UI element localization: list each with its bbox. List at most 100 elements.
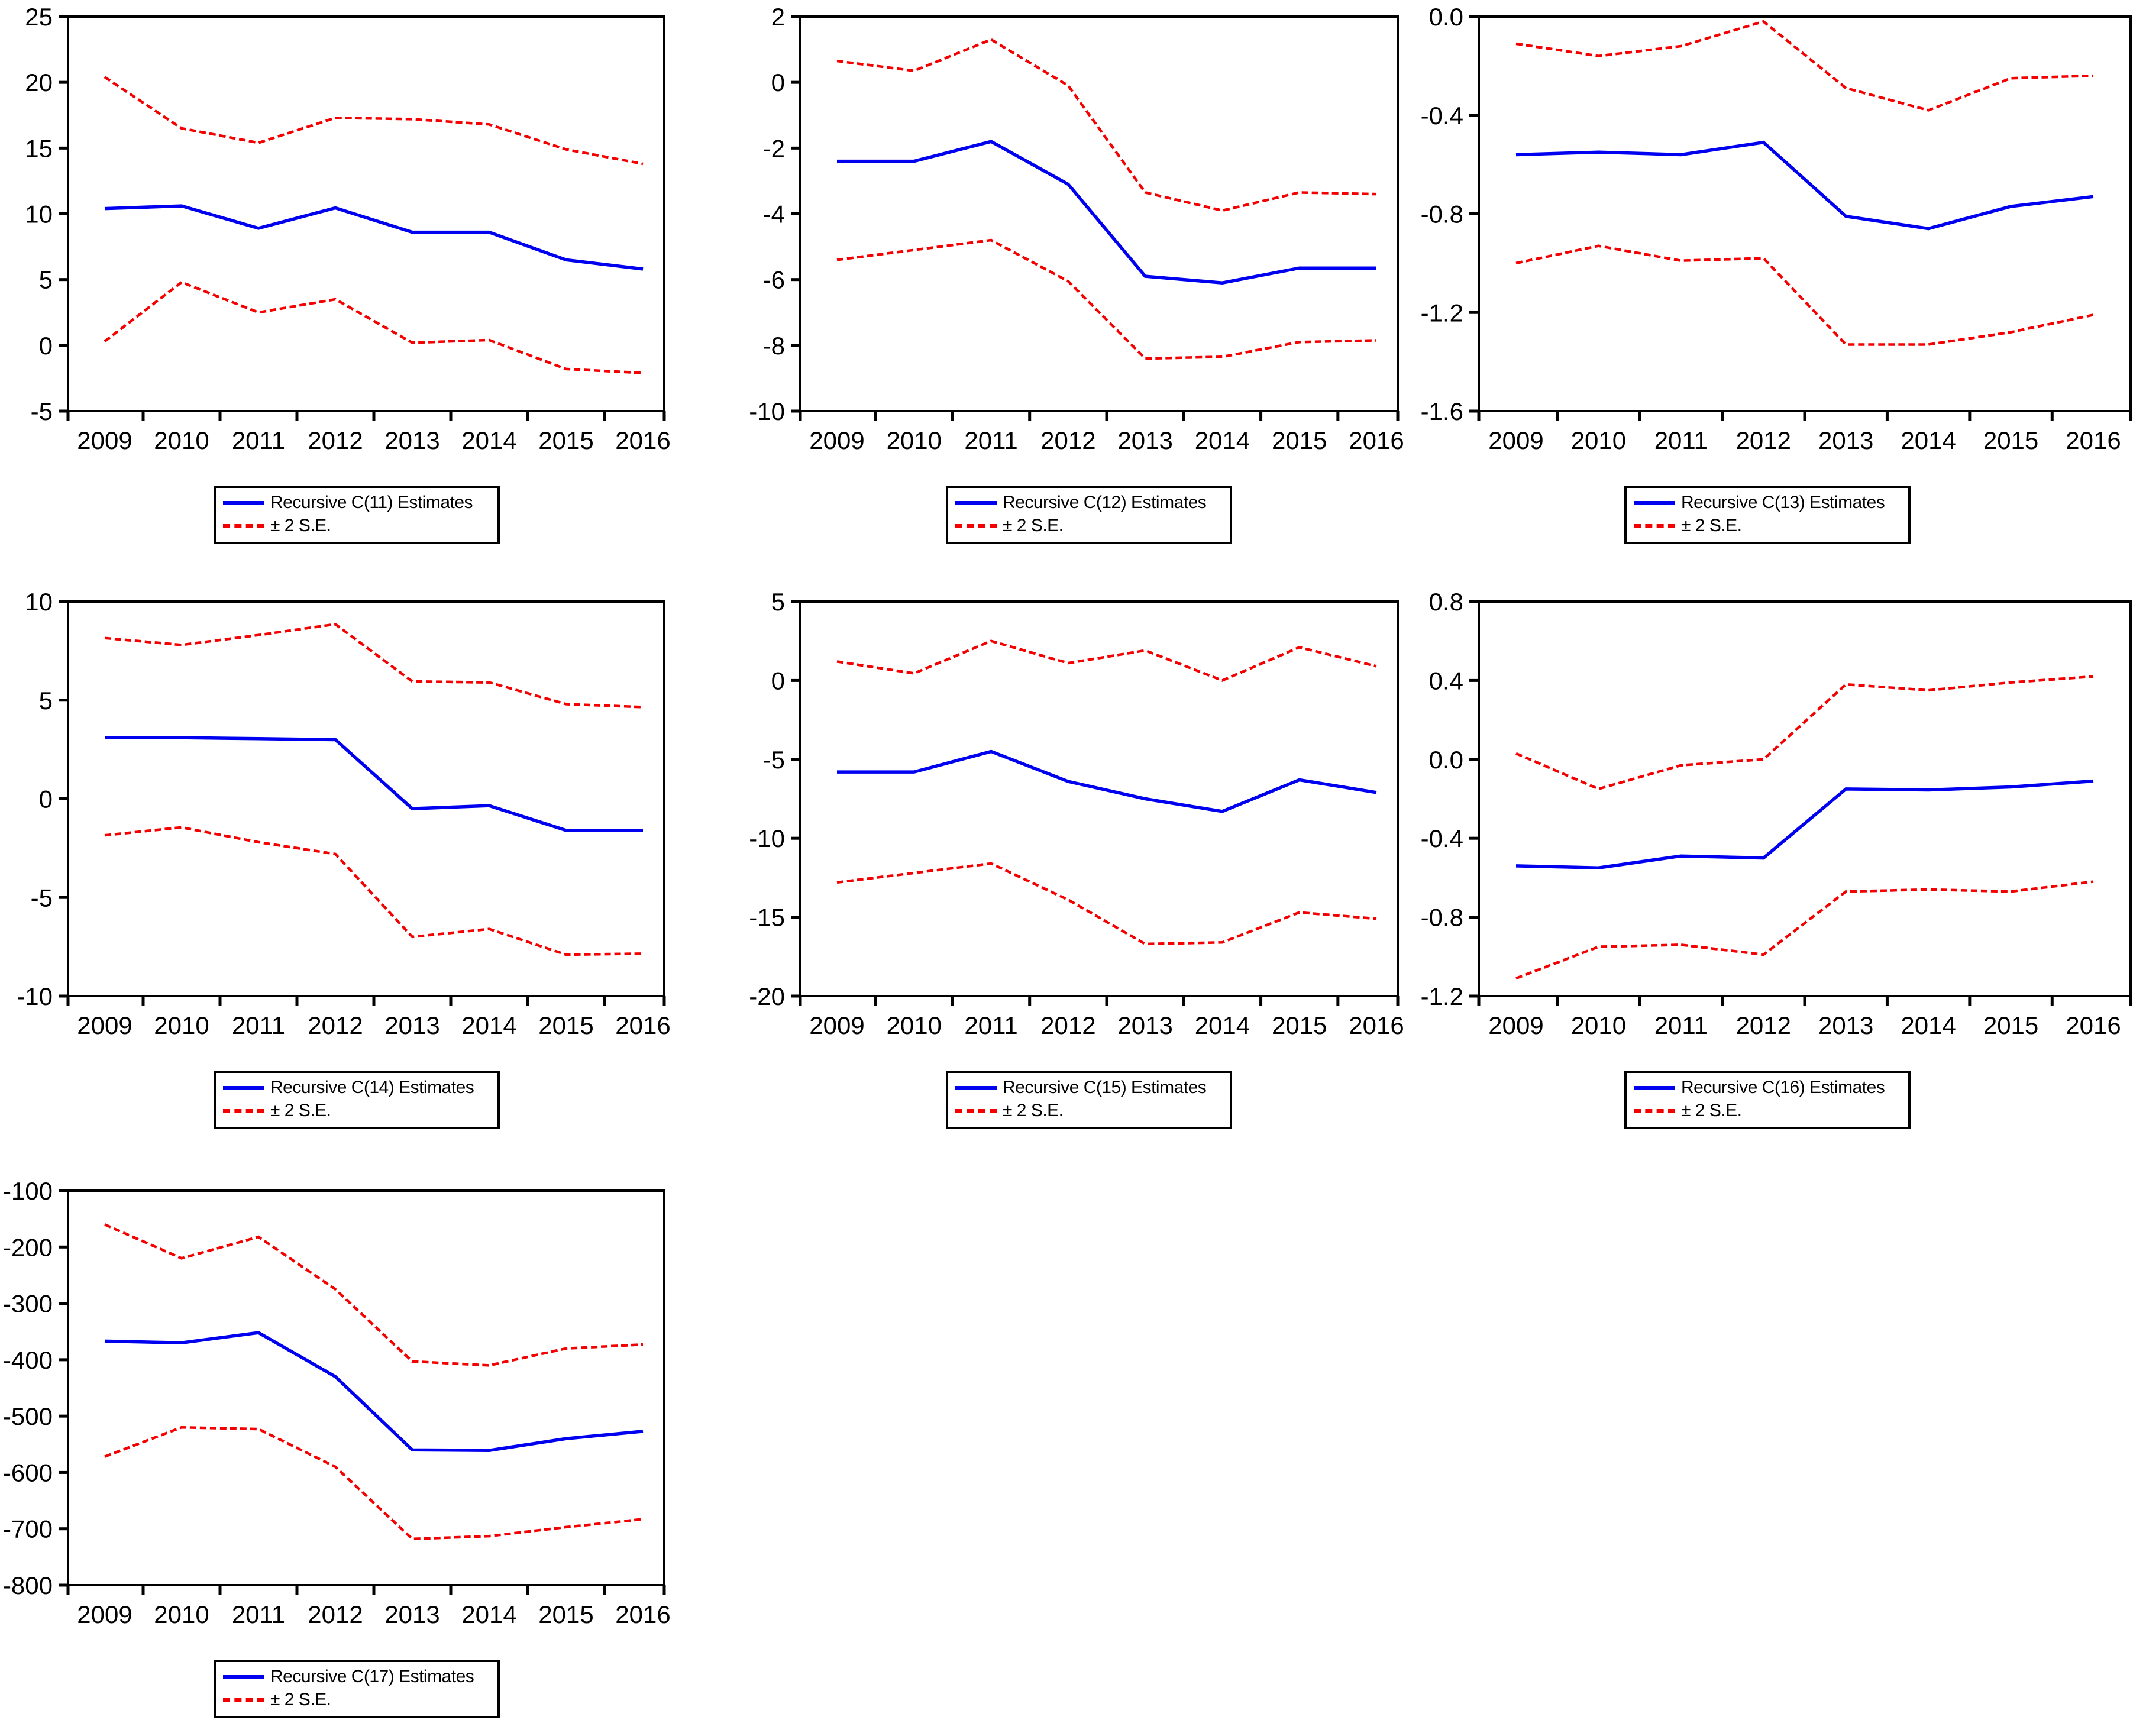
c16-x-tick-label: 2016	[2066, 1011, 2121, 1039]
c12-y-tick-label: 2	[771, 3, 785, 31]
c17-y-tick-label: -600	[3, 1459, 53, 1486]
c14-legend-estimates-label: Recursive C(14) Estimates	[270, 1078, 474, 1098]
c17-x-tick-label: 2016	[615, 1601, 670, 1628]
c17-y-tick-label: -800	[3, 1572, 53, 1599]
c11-y-tick-label: 0	[39, 332, 53, 360]
c15-x-tick-label: 2013	[1117, 1011, 1172, 1039]
c17-estimate-line	[104, 1331, 644, 1453]
c11-x-tick-label: 2009	[77, 426, 132, 454]
c12-y-tick-label: -6	[763, 266, 785, 294]
c12-x-tick-label: 2016	[1349, 426, 1404, 454]
c12-estimate-line-sample-icon	[955, 501, 997, 505]
c11-y-tick-label: 10	[25, 201, 53, 228]
c16-upper-line	[1515, 675, 2094, 791]
c17-x-tick-label: 2014	[461, 1601, 516, 1628]
c14-legend-se-label: ± 2 S.E.	[270, 1100, 331, 1120]
c11-legend-row: ± 2 S.E.	[223, 515, 497, 536]
c16-x-tick-label: 2010	[1571, 1011, 1626, 1039]
c11-estimate-line-sample-icon	[223, 501, 264, 505]
c13-y-tick-label: -1.6	[1421, 397, 1463, 425]
c14-x-tick-label: 2011	[232, 1011, 285, 1039]
c13-legend-estimates-label: Recursive C(13) Estimates	[1681, 493, 1885, 513]
c12-x-tick-label: 2014	[1195, 426, 1250, 454]
c12-x-tick-label: 2009	[809, 426, 864, 454]
c13-x-tick-label: 2011	[1654, 426, 1708, 454]
c15-upper-line	[836, 639, 1377, 682]
c11-x-tick-label: 2013	[384, 426, 439, 454]
c11-x-tick-label: 2015	[538, 426, 593, 454]
c15-y-tick-label: 5	[771, 588, 785, 616]
c12-y-tick-label: 0	[771, 69, 785, 96]
c13-y-tick-label: 0.0	[1429, 3, 1463, 31]
c15-se-line-sample-icon	[955, 1108, 997, 1113]
c11-upper-line	[104, 76, 644, 166]
c13-plot-frame	[1478, 15, 2132, 412]
c16-legend: Recursive C(16) Estimates ± 2 S.E.	[1624, 1071, 1911, 1129]
c17-estimate-line-sample-icon	[223, 1675, 264, 1679]
c13-x-tick-label: 2009	[1488, 426, 1543, 454]
c13-x-tick-label: 2012	[1736, 426, 1791, 454]
c12-x-tick-label: 2013	[1117, 426, 1172, 454]
c17-x-tick-label: 2013	[384, 1601, 439, 1628]
c14-y-tick-label: -5	[31, 884, 53, 911]
c14-x-tick-label: 2009	[77, 1011, 132, 1039]
c15-plot-frame	[799, 600, 1399, 997]
c17-y-tick-label: -300	[3, 1290, 53, 1318]
c11-x-tick-label: 2016	[615, 426, 670, 454]
chart-c12: 2 0 -2 -4 -6 -8 -10 2009 2010 2011 2012 2013 2014 201…	[749, 3, 1404, 454]
c11-y-tick-label: 15	[25, 134, 53, 162]
c15-y-tick-label: 0	[771, 667, 785, 694]
c17-y-tick-label: -500	[3, 1402, 53, 1430]
c12-lower-line	[836, 238, 1377, 360]
c17-legend: Recursive C(17) Estimates ± 2 S.E.	[214, 1660, 500, 1718]
c11-legend-estimates-label: Recursive C(11) Estimates	[270, 493, 473, 513]
c13-legend-se-label: ± 2 S.E.	[1681, 515, 1742, 535]
c14-y-tick-label: 10	[25, 588, 53, 616]
c16-legend-se-label: ± 2 S.E.	[1681, 1100, 1742, 1120]
c16-legend-estimates-label: Recursive C(16) Estimates	[1681, 1078, 1885, 1098]
c12-x-tick-label: 2011	[964, 426, 1017, 454]
c12-x-tick-label: 2012	[1040, 426, 1095, 454]
c16-y-tick-label: -1.2	[1421, 982, 1463, 1010]
c14-x-tick-label: 2016	[615, 1011, 670, 1039]
c16-y-tick-label: 0.0	[1429, 746, 1463, 774]
c14-x-tick-label: 2012	[308, 1011, 363, 1039]
chart-c17: -100 -200 -300 -400 -500 -600 -700 -800 2009 2010…	[3, 1177, 671, 1628]
c13-x-tick-label: 2014	[1901, 426, 1956, 454]
c11-lower-line	[104, 280, 644, 374]
c15-lower-line	[836, 862, 1377, 946]
c14-lower-line	[104, 826, 644, 956]
c17-lower-line	[104, 1425, 644, 1541]
c17-x-tick-label: 2012	[308, 1601, 363, 1628]
c15-x-tick-label: 2009	[809, 1011, 864, 1039]
chart-c16: 0.8 0.4 0.0 -0.4 -0.8 -1.2 2009 2010 2011 2012 201…	[1421, 588, 2132, 1039]
chart-c13: 0.0 -0.4 -0.8 -1.2 -1.6 2009 2010 2011 2012 2013 2…	[1421, 3, 2132, 454]
c12-legend: Recursive C(12) Estimates ± 2 S.E.	[946, 486, 1232, 544]
c15-x-tick-label: 2012	[1040, 1011, 1095, 1039]
c17-legend-estimates-label: Recursive C(17) Estimates	[270, 1667, 474, 1687]
c16-x-tick-label: 2014	[1901, 1011, 1956, 1039]
c14-y-tick-label: 0	[39, 785, 53, 813]
c12-y-tick-label: -8	[763, 332, 785, 360]
c17-legend-row: Recursive C(17) Estimates	[223, 1666, 497, 1687]
c17-se-line-sample-icon	[223, 1698, 264, 1702]
c13-y-tick-label: -1.2	[1421, 299, 1463, 326]
c13-x-tick-label: 2016	[2066, 426, 2121, 454]
c15-y-tick-label: -10	[749, 825, 785, 852]
c15-y-tick-label: -5	[763, 746, 785, 774]
c16-legend-row: Recursive C(16) Estimates	[1634, 1077, 1908, 1098]
c14-upper-line	[104, 622, 644, 709]
c11-se-line-sample-icon	[223, 523, 264, 528]
c15-y-tick-label: -20	[749, 982, 785, 1010]
c17-x-tick-label: 2011	[232, 1601, 285, 1628]
c15-x-tick-label: 2014	[1195, 1011, 1250, 1039]
c12-se-line-sample-icon	[955, 523, 997, 528]
c17-y-tick-label: -200	[3, 1233, 53, 1261]
chart-c15: 5 0 -5 -10 -15 -20 2009 2010 2011 2012 2013 2014 201…	[749, 588, 1404, 1039]
c17-upper-line	[104, 1223, 644, 1367]
c13-y-tick-label: -0.4	[1421, 102, 1463, 130]
c17-x-tick-label: 2010	[154, 1601, 209, 1628]
